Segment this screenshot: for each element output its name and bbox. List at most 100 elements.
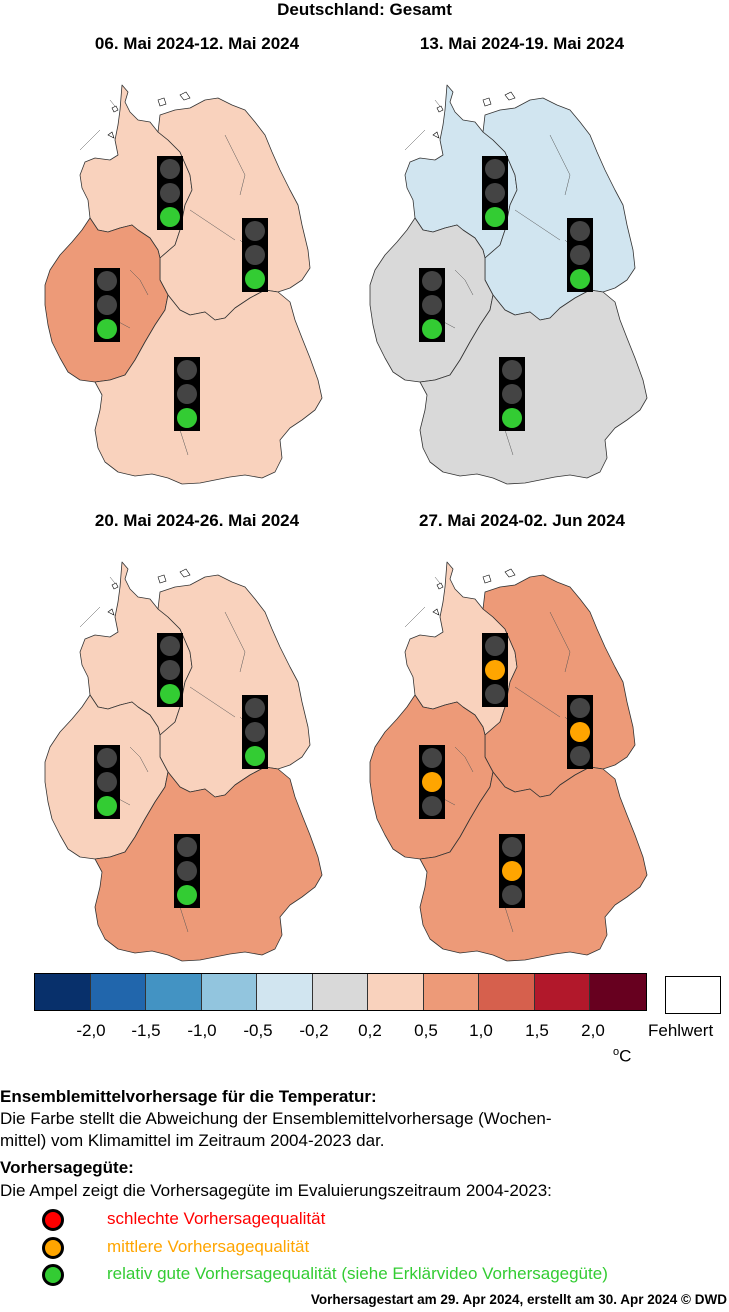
traffic-light-lamp xyxy=(245,221,265,241)
map-panel-4 xyxy=(369,561,648,962)
traffic-light-lamp xyxy=(485,660,505,680)
state-border xyxy=(189,209,236,241)
legend-heading-temperature: Ensemblemittelvorhersage für die Tempera… xyxy=(0,1087,377,1106)
traffic-light-nordwest xyxy=(482,156,508,230)
state-border xyxy=(224,134,246,196)
island xyxy=(111,582,119,590)
colorbar-tick-label: 0,2 xyxy=(358,1021,382,1040)
region-sued xyxy=(419,289,648,485)
island xyxy=(179,568,191,578)
traffic-light-lamp xyxy=(502,384,522,404)
state-border xyxy=(224,611,246,673)
traffic-light-lamp xyxy=(570,245,590,265)
state-border xyxy=(189,686,236,718)
missing-value-label: Fehlwert xyxy=(648,1021,714,1040)
traffic-light-lamp xyxy=(177,360,197,380)
colorbar-tick-label: 1,0 xyxy=(469,1021,493,1040)
traffic-light-lamp xyxy=(485,183,505,203)
quality-label-bad: schlechte Vorhersagequalität xyxy=(107,1209,326,1228)
traffic-light-lamp xyxy=(502,861,522,881)
state-border xyxy=(454,269,474,296)
colorbar-tick-label: -2,0 xyxy=(76,1021,106,1040)
traffic-light-lamp xyxy=(160,660,180,680)
traffic-light-west xyxy=(94,268,120,342)
colorbar-tick-label: -1,5 xyxy=(131,1021,161,1040)
traffic-light-lamp xyxy=(502,360,522,380)
island xyxy=(432,131,440,139)
island xyxy=(432,608,440,616)
state-border xyxy=(454,746,474,773)
traffic-light-nordwest xyxy=(482,633,508,707)
colorbar xyxy=(34,973,647,1011)
traffic-light-lamp xyxy=(422,319,442,339)
panel-title-1: 06. Mai 2024-12. Mai 2024 xyxy=(94,34,300,53)
island xyxy=(482,97,492,107)
island xyxy=(504,568,516,578)
traffic-light-lamp xyxy=(97,748,117,768)
traffic-light-west xyxy=(94,745,120,819)
colorbar-cell xyxy=(90,974,146,1010)
state-border xyxy=(404,129,426,151)
state-border xyxy=(514,209,561,241)
traffic-light-lamp xyxy=(422,796,442,816)
legend-text-temperature-1: Die Farbe stellt die Abweichung der Ense… xyxy=(0,1109,552,1128)
legend-heading-quality: Vorhersagegüte: xyxy=(0,1158,134,1177)
traffic-light-lamp xyxy=(177,885,197,905)
island xyxy=(157,97,167,107)
state-border xyxy=(404,606,426,628)
traffic-light-nordost xyxy=(242,218,268,292)
quality-label-medium: mittlere Vorhersagequalität xyxy=(107,1237,310,1256)
traffic-light-lamp xyxy=(422,271,442,291)
island xyxy=(179,91,191,101)
traffic-light-nordost xyxy=(242,695,268,769)
map-panel-1 xyxy=(44,84,323,485)
colorbar-cell xyxy=(423,974,479,1010)
traffic-light-west xyxy=(419,268,445,342)
traffic-light-lamp xyxy=(570,221,590,241)
traffic-light-lamp xyxy=(422,748,442,768)
state-border xyxy=(549,134,571,196)
colorbar-cell xyxy=(479,974,535,1010)
traffic-light-lamp xyxy=(570,698,590,718)
missing-value-box xyxy=(665,976,721,1014)
traffic-light-lamp xyxy=(97,772,117,792)
traffic-light-west xyxy=(419,745,445,819)
region-sued xyxy=(94,289,323,485)
quality-dot-medium xyxy=(42,1237,64,1259)
island xyxy=(111,105,119,113)
traffic-light-sued xyxy=(174,357,200,431)
map-panel-3 xyxy=(44,561,323,962)
colorbar-cell xyxy=(146,974,202,1010)
unit-label: oC xyxy=(613,1046,632,1066)
island xyxy=(436,582,444,590)
state-border xyxy=(79,606,101,628)
panel-title-3: 20. Mai 2024-26. Mai 2024 xyxy=(94,511,300,530)
panel-title-4: 27. Mai 2024-02. Jun 2024 xyxy=(418,511,626,530)
traffic-light-sued xyxy=(174,834,200,908)
traffic-light-lamp xyxy=(97,319,117,339)
traffic-light-lamp xyxy=(97,796,117,816)
traffic-light-lamp xyxy=(502,408,522,428)
island xyxy=(107,131,115,139)
traffic-light-lamp xyxy=(570,269,590,289)
state-border xyxy=(79,129,101,151)
traffic-light-lamp xyxy=(97,271,117,291)
traffic-light-lamp xyxy=(485,684,505,704)
colorbar-cell xyxy=(312,974,368,1010)
legend-text-temperature-2: mittel) vom Klimamittel im Zeitraum 2004… xyxy=(0,1131,385,1150)
traffic-light-lamp xyxy=(422,772,442,792)
traffic-light-nordwest xyxy=(157,156,183,230)
colorbar-cell xyxy=(590,974,646,1010)
island xyxy=(157,574,167,584)
region-sued xyxy=(94,766,323,962)
traffic-light-lamp xyxy=(570,746,590,766)
traffic-light-lamp xyxy=(177,408,197,428)
main-title: Deutschland: Gesamt xyxy=(277,0,452,19)
traffic-light-lamp xyxy=(160,159,180,179)
panel-title-2: 13. Mai 2024-19. Mai 2024 xyxy=(419,34,625,53)
traffic-light-nordost xyxy=(567,218,593,292)
traffic-light-lamp xyxy=(97,295,117,315)
traffic-light-lamp xyxy=(160,684,180,704)
colorbar-tick-label: 0,5 xyxy=(414,1021,438,1040)
traffic-light-lamp xyxy=(177,837,197,857)
